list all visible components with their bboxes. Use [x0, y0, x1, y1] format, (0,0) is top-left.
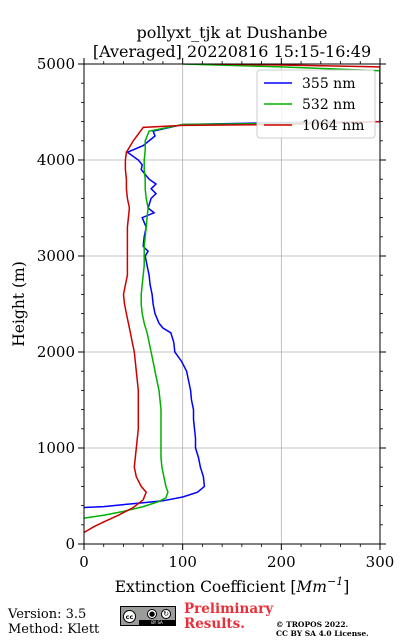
series-line-532-nm: [84, 64, 380, 519]
method-text: Method: Klett: [8, 622, 100, 637]
cc-license-logo: cc ● ↻ BY SA: [120, 606, 176, 626]
x-axis-label: Extinction Coefficient [Mm−1]: [115, 575, 350, 596]
legend-label: 355 nm: [302, 76, 355, 92]
version-text: Version: 3.5: [8, 607, 87, 622]
legend-label: 1064 nm: [302, 118, 364, 134]
y-tick-label: 1000: [37, 439, 75, 457]
x-axis-label-unit: Mm: [295, 578, 327, 596]
chart-title: pollyxt_tjk at Dushanbe: [136, 23, 328, 42]
x-tick-label: 0: [79, 553, 89, 571]
y-tick-label: 2000: [37, 343, 75, 361]
x-tick-label: 100: [168, 553, 197, 571]
y-tick-label: 4000: [37, 151, 75, 169]
preliminary-notice: Preliminary Results.: [184, 602, 273, 632]
x-axis-label-close: ]: [343, 578, 349, 596]
copyright-line1: © TROPOS 2022.: [276, 620, 349, 629]
y-axis-label: Height (m): [10, 261, 28, 347]
legend-label: 532 nm: [302, 97, 355, 113]
y-tick-label: 3000: [37, 247, 75, 265]
chart-subtitle: [Averaged] 20220816 15:15-16:49: [92, 42, 372, 61]
copyright-line2: CC BY SA 4.0 License.: [276, 629, 369, 638]
series-line-355-nm: [84, 120, 380, 509]
y-tick-label: 0: [65, 535, 75, 553]
series-lines: [84, 64, 380, 534]
series-line-1064-nm: [84, 64, 380, 534]
legend-box: [256, 69, 376, 139]
axis-ticks: [78, 58, 386, 550]
x-axis-label-main: Extinction Coefficient [: [115, 578, 297, 596]
preliminary-line1: Preliminary: [184, 601, 274, 617]
plot-border: [83, 63, 381, 545]
copyright-notice: © TROPOS 2022. CC BY SA 4.0 License.: [276, 620, 369, 638]
x-tick-label: 300: [366, 553, 395, 571]
x-axis-label-exp: −1: [327, 575, 343, 588]
legend: 355 nm 532 nm 1064 nm: [256, 69, 376, 139]
x-tick-label: 200: [267, 553, 296, 571]
y-tick-label: 5000: [37, 55, 75, 73]
preliminary-line2: Results.: [184, 616, 245, 632]
plot-frame: [83, 63, 381, 545]
